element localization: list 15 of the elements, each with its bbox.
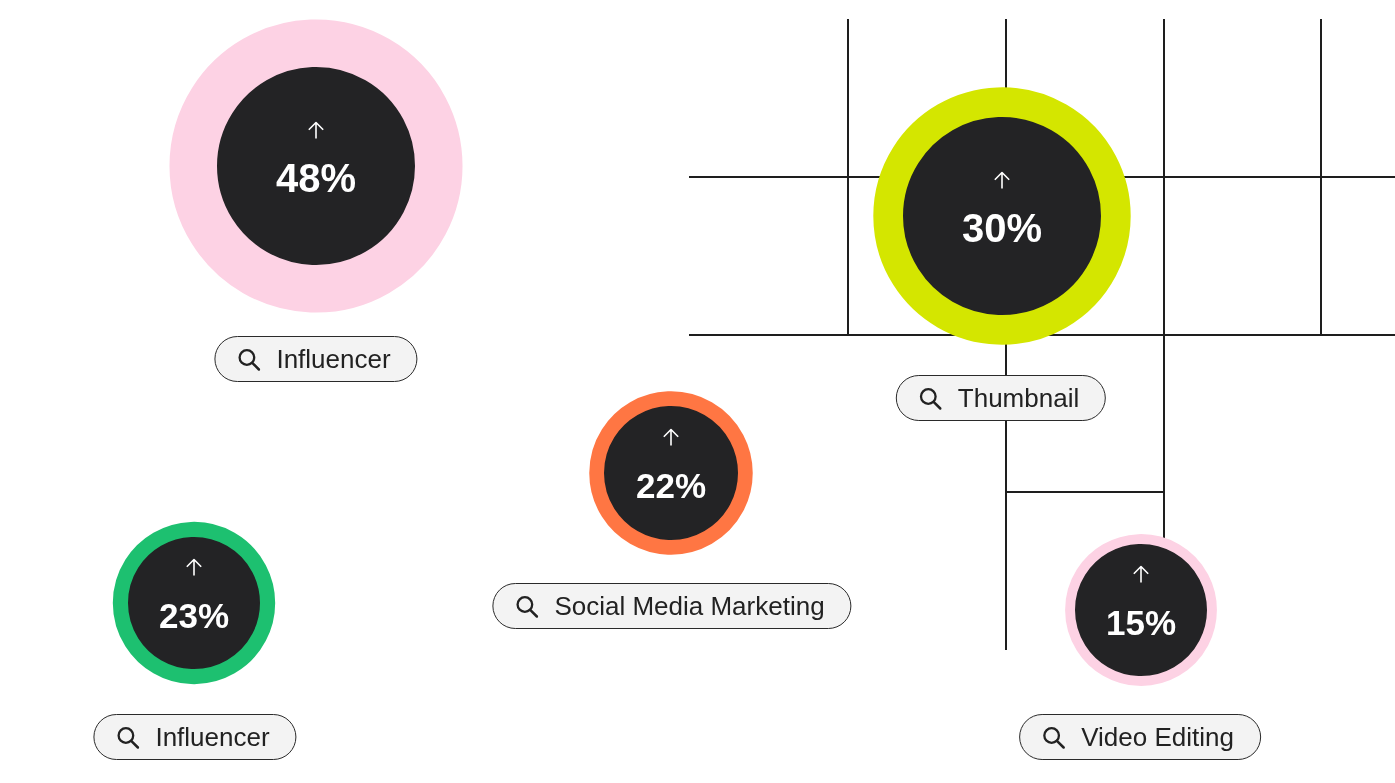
category-label: Video Editing [1081, 722, 1234, 752]
search-pill: Video Editing [1019, 714, 1261, 760]
data-label: 15% [1105, 602, 1177, 642]
data-label: 23% [158, 595, 230, 635]
category-label: Influencer [155, 722, 270, 752]
search-pill: Influencer [93, 714, 297, 760]
search-pill: Thumbnail [895, 375, 1107, 421]
category-label: Thumbnail [957, 383, 1080, 413]
data-label: 30% [961, 206, 1043, 250]
search-pill: Influencer [214, 336, 418, 382]
category-label: Influencer [276, 344, 391, 374]
category-label: Social Media Marketing [554, 591, 825, 621]
data-label: 22% [635, 465, 707, 505]
data-label: 48% [275, 156, 357, 200]
search-pill: Social Media Marketing [492, 583, 852, 629]
